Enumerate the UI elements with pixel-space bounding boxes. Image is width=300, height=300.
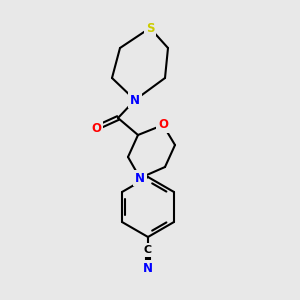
Text: N: N — [130, 94, 140, 106]
Text: C: C — [144, 245, 152, 255]
Text: O: O — [158, 118, 168, 131]
Text: N: N — [135, 172, 145, 184]
Text: N: N — [143, 262, 153, 275]
Text: S: S — [146, 22, 154, 34]
Text: O: O — [91, 122, 101, 134]
